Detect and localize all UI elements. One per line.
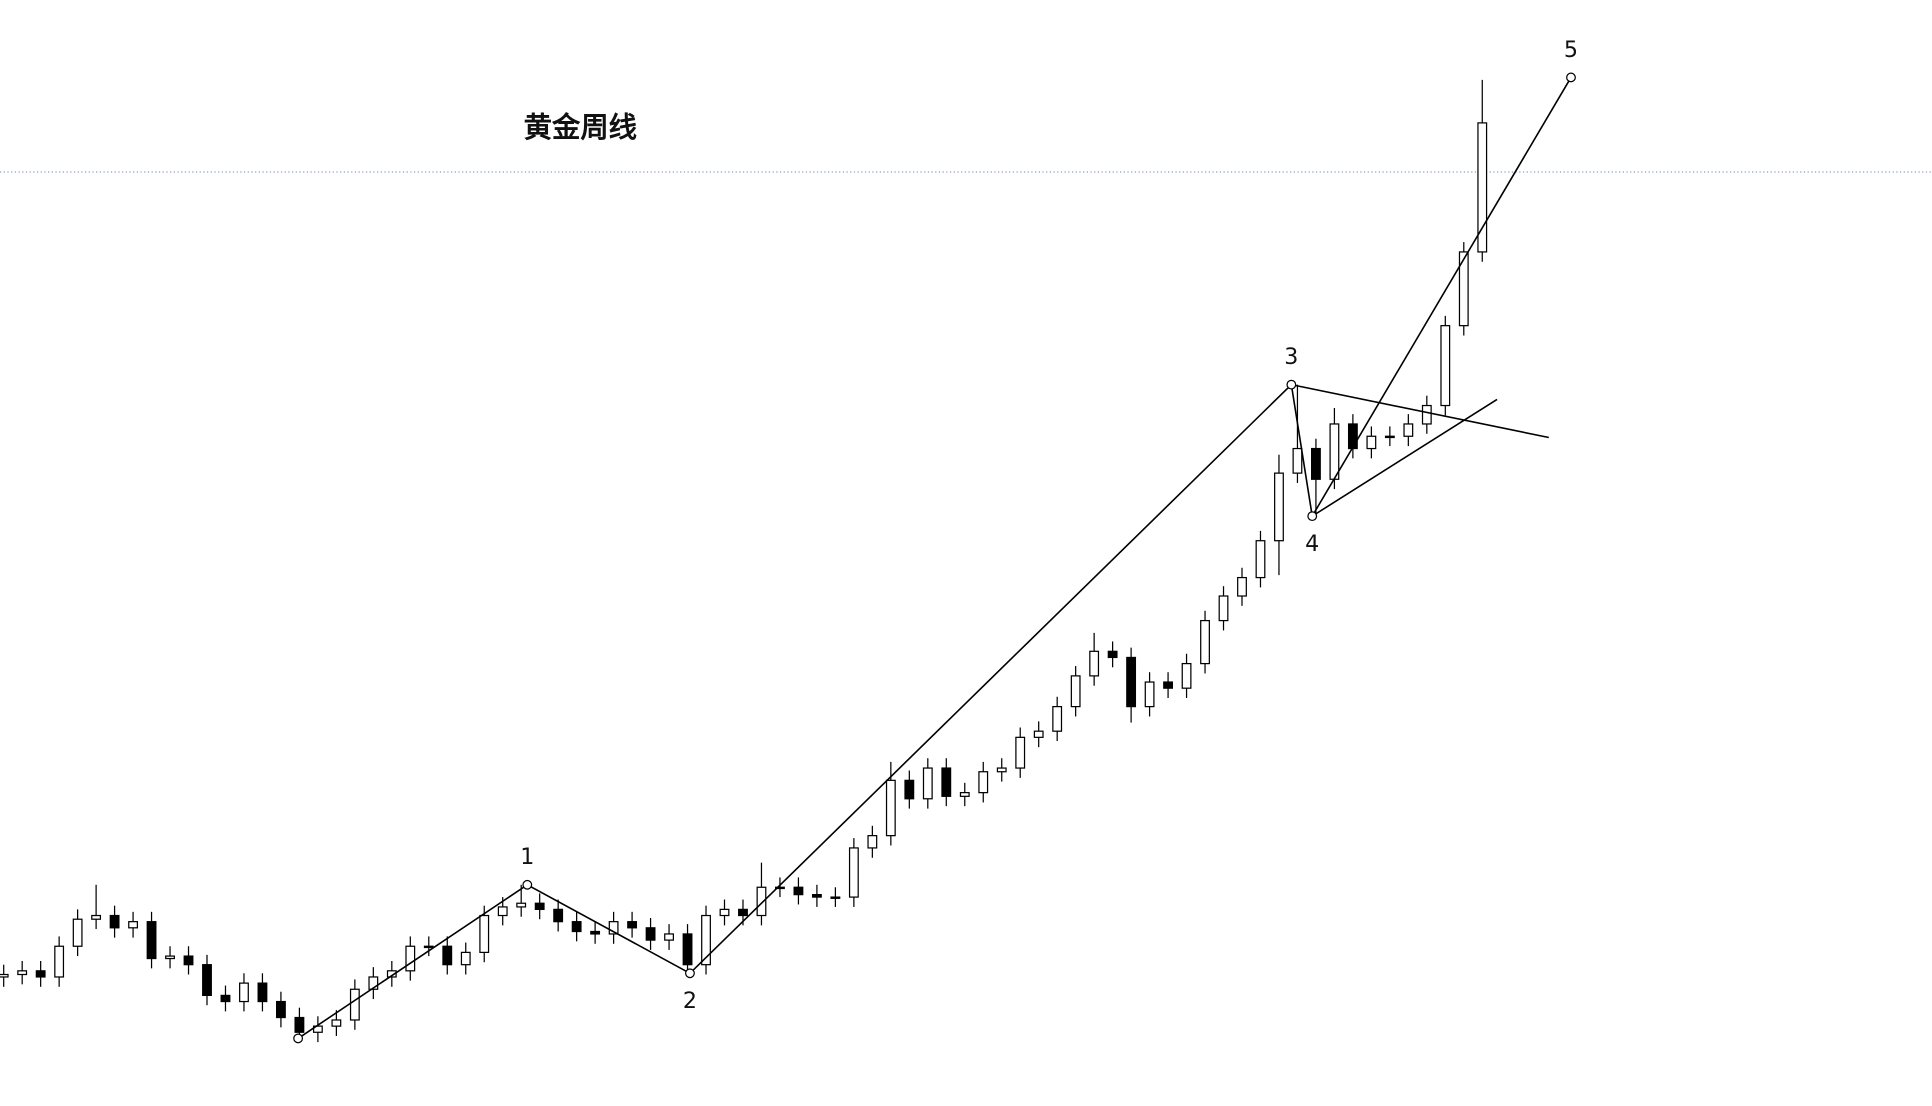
candle-body [1255, 540, 1266, 579]
candle-body [1181, 662, 1192, 689]
candle-body [294, 1016, 305, 1033]
candle-body [35, 970, 46, 978]
candle-body [1421, 404, 1432, 425]
candle-body [756, 886, 767, 917]
candle-body [1477, 122, 1488, 253]
candle-body [331, 1019, 342, 1027]
candle-body [1366, 435, 1377, 450]
candle-body [553, 908, 564, 923]
candle-body [1033, 730, 1044, 738]
candle-body [312, 1025, 323, 1033]
candle-body [17, 970, 28, 976]
candle-body [904, 779, 915, 800]
candle-body [664, 933, 674, 941]
candle-body [1384, 435, 1395, 439]
candle-body [349, 988, 360, 1021]
candle-body [719, 908, 730, 917]
candle-body [830, 896, 841, 899]
candle-body [811, 894, 822, 898]
candle-body [276, 1000, 286, 1019]
candle-body [460, 951, 471, 966]
candle-body [1292, 447, 1303, 474]
wave-label: 2 [683, 988, 697, 1014]
candle-body [165, 955, 175, 960]
candle-body [1458, 251, 1469, 327]
wave-label: 3 [1284, 344, 1298, 370]
candle-body [701, 914, 711, 966]
candle-body [571, 921, 582, 933]
candle-body [423, 945, 434, 949]
candle-body [72, 918, 83, 947]
candle-body [1440, 325, 1451, 407]
chart-title: 黄金周线 [524, 111, 637, 144]
candle-body [1144, 681, 1155, 708]
candle-body [608, 921, 619, 935]
candle-body [627, 921, 638, 929]
candle-body [368, 976, 379, 990]
candle-body [1200, 619, 1210, 665]
candle-body [978, 771, 989, 794]
wave-point [522, 879, 533, 890]
candle-body [885, 779, 896, 837]
wave-label: 5 [1564, 37, 1578, 63]
candle-body [848, 847, 859, 898]
candle-body [257, 982, 268, 1003]
candle-body [1015, 736, 1026, 769]
wave-label: 1 [520, 844, 534, 870]
candle-body [54, 945, 65, 978]
candle-body [183, 955, 194, 966]
wave-line [297, 77, 1572, 1040]
candle-body [239, 982, 249, 1003]
wave-point [1566, 72, 1576, 83]
candle-body [109, 914, 120, 929]
wave-point [1307, 511, 1318, 522]
candle-body [1070, 675, 1081, 708]
candle-body [1347, 423, 1358, 450]
candle-body [0, 973, 9, 978]
candle-body [1126, 656, 1137, 708]
candle-body [1163, 681, 1173, 689]
candle-body [220, 994, 231, 1003]
candle-body [128, 921, 138, 929]
candle-body [1237, 576, 1247, 597]
candle-body [516, 902, 527, 908]
candle-body [1274, 472, 1284, 542]
candle-body [405, 945, 416, 972]
candle-body [1311, 447, 1321, 480]
candle-body [793, 886, 804, 896]
candle-body [1107, 650, 1118, 659]
wave-point [293, 1033, 304, 1044]
candle-body [1089, 650, 1100, 677]
candle-body [146, 921, 157, 960]
candle-body [959, 792, 970, 797]
candle-body [1052, 705, 1063, 732]
candle-body [738, 908, 748, 917]
candle-body [534, 902, 545, 910]
candle-body [479, 914, 490, 954]
candle-body [590, 930, 601, 935]
candle-body [645, 927, 656, 941]
candle-body [1218, 595, 1229, 622]
candle-body [922, 767, 933, 800]
candle-body [682, 933, 693, 966]
candle-body [1329, 423, 1340, 480]
candle-body [497, 906, 508, 917]
wave-point [1286, 379, 1297, 390]
candle-body [775, 886, 785, 890]
wave-point [685, 968, 695, 979]
candle-body [996, 767, 1007, 773]
candle-body [202, 964, 212, 997]
trend-line [1311, 398, 1498, 517]
candle-body [91, 914, 102, 920]
candle-body [867, 835, 878, 849]
trend-line [1291, 383, 1549, 439]
wave-label: 4 [1305, 531, 1319, 557]
candle-body [941, 767, 952, 797]
candle-body [442, 945, 453, 966]
candle-body [1403, 423, 1414, 437]
candle-body [386, 970, 397, 978]
